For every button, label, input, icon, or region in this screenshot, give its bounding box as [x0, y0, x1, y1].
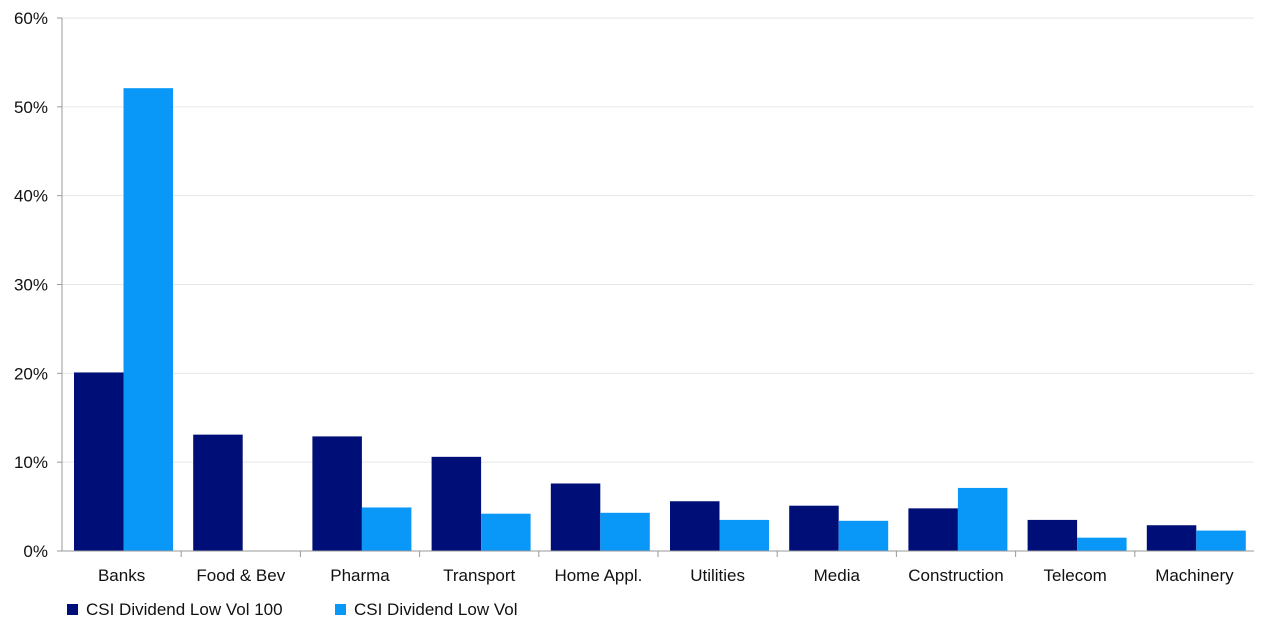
legend: CSI Dividend Low Vol 100 CSI Dividend Low…: [67, 600, 517, 619]
bar-csi-dividend-low-vol: [1196, 530, 1246, 551]
y-tick-label: 60%: [14, 9, 48, 28]
bar-csi-dividend-low-vol-100: [908, 508, 958, 551]
legend-label-csi-dividend-low-vol: CSI Dividend Low Vol: [354, 600, 517, 619]
bar-csi-dividend-low-vol: [361, 507, 412, 551]
bar-csi-dividend-low-vol-100: [193, 434, 243, 551]
legend-swatch-csi-dividend-low-vol-100: [67, 604, 78, 615]
bar-csi-dividend-low-vol-100: [789, 505, 839, 551]
bar-csi-dividend-low-vol-100: [1027, 519, 1078, 551]
bar-csi-dividend-low-vol: [957, 487, 1008, 551]
x-category-label: Pharma: [330, 566, 390, 585]
x-category-label: Banks: [98, 566, 145, 585]
bar-csi-dividend-low-vol-100: [1146, 525, 1197, 551]
bar-csi-dividend-low-vol-100: [312, 436, 362, 551]
x-category-label: Machinery: [1155, 566, 1234, 585]
legend-swatch-csi-dividend-low-vol: [335, 604, 346, 615]
bar-csi-dividend-low-vol: [481, 513, 531, 551]
y-tick-label: 50%: [14, 98, 48, 117]
x-category-label: Home Appl.: [554, 566, 642, 585]
gridlines: [62, 17, 1254, 463]
y-tick-label: 20%: [14, 364, 48, 383]
bar-csi-dividend-low-vol-100: [431, 456, 482, 551]
x-category-label: Media: [814, 566, 861, 585]
bar-csi-dividend-low-vol-100: [550, 483, 601, 551]
x-category-label: Construction: [908, 566, 1003, 585]
bar-csi-dividend-low-vol: [600, 512, 650, 551]
bar-csi-dividend-low-vol: [719, 519, 769, 551]
x-category-label: Telecom: [1044, 566, 1107, 585]
axes: [57, 17, 1254, 557]
x-category-label: Transport: [443, 566, 515, 585]
bar-csi-dividend-low-vol-100: [670, 501, 720, 551]
bars: [74, 88, 1246, 551]
bar-csi-dividend-low-vol: [838, 520, 889, 551]
y-tick-label: 40%: [14, 187, 48, 206]
legend-label-csi-dividend-low-vol-100: CSI Dividend Low Vol 100: [86, 600, 283, 619]
y-tick-label: 0%: [23, 542, 48, 561]
x-category-labels: Banks Food & Bev Pharma Transport Home Appl.…: [98, 566, 1234, 585]
bar-csi-dividend-low-vol: [123, 88, 173, 551]
x-category-label: Utilities: [690, 566, 745, 585]
y-tick-label: 10%: [14, 453, 48, 472]
x-category-label: Food & Bev: [196, 566, 285, 585]
bar-csi-dividend-low-vol: [1077, 537, 1127, 551]
bar-csi-dividend-low-vol-100: [74, 372, 124, 551]
y-tick-labels: 0% 10% 20% 30% 40% 50% 60%: [14, 9, 48, 561]
y-tick-label: 30%: [14, 276, 48, 295]
